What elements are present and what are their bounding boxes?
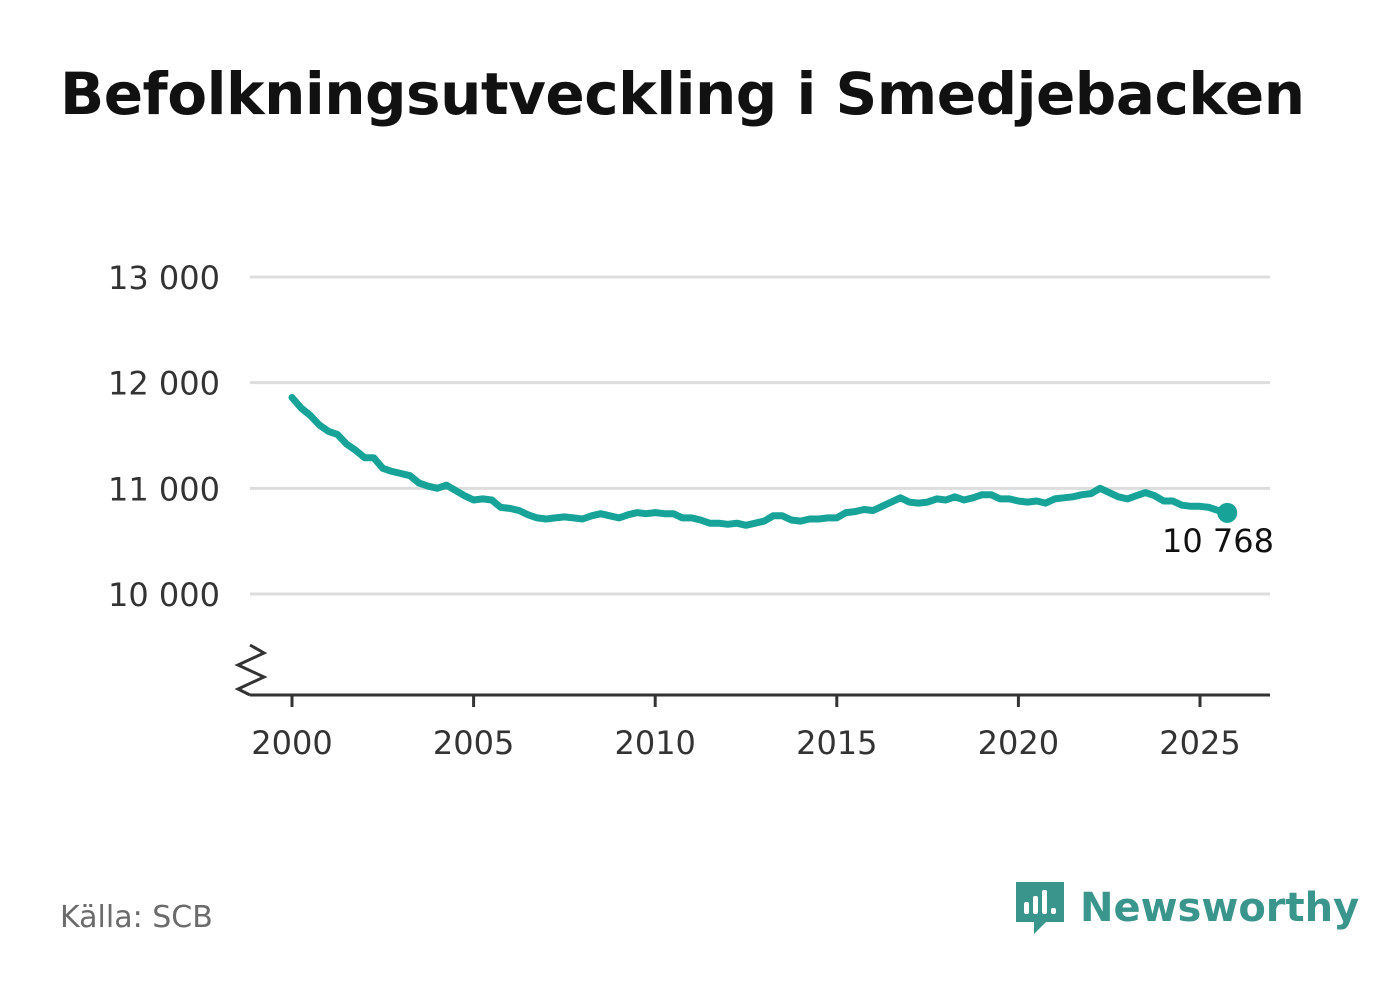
- axis-break-icon: [234, 643, 268, 697]
- brand-name: Newsworthy: [1080, 885, 1360, 931]
- brand-logo: Newsworthy: [1012, 878, 1359, 938]
- x-axis: [234, 643, 1270, 697]
- x-tick-label: 2000: [251, 724, 332, 762]
- y-tick-label: 12 000: [108, 365, 220, 403]
- end-value-label: 10 768: [1162, 522, 1274, 560]
- x-tick-label: 2020: [978, 724, 1059, 762]
- series: [288, 394, 1238, 529]
- y-tick-label: 10 000: [108, 576, 220, 614]
- y-tick-label: 11 000: [108, 470, 220, 508]
- gridlines: [250, 275, 1270, 596]
- x-tick-label: 2015: [796, 724, 877, 762]
- y-tick-label: 13 000: [108, 259, 220, 297]
- end-point-marker: [1217, 502, 1238, 523]
- y-axis: 10 000 11 000 12 000 13 000: [108, 259, 220, 614]
- x-tick-label: 2025: [1159, 724, 1240, 762]
- source-note: Källa: SCB: [60, 900, 213, 935]
- x-tick-label: 2005: [433, 724, 514, 762]
- chart-title: Befolkningsutveckling i Smedjebacken: [60, 60, 1305, 128]
- x-axis-ticks: 2000 2005 2010 2015 2020 2025: [251, 695, 1241, 762]
- x-tick-label: 2010: [614, 724, 695, 762]
- series-line: [288, 394, 1231, 529]
- newsworthy-logo-icon: [1016, 882, 1064, 934]
- annotations: 10 768: [1162, 522, 1274, 560]
